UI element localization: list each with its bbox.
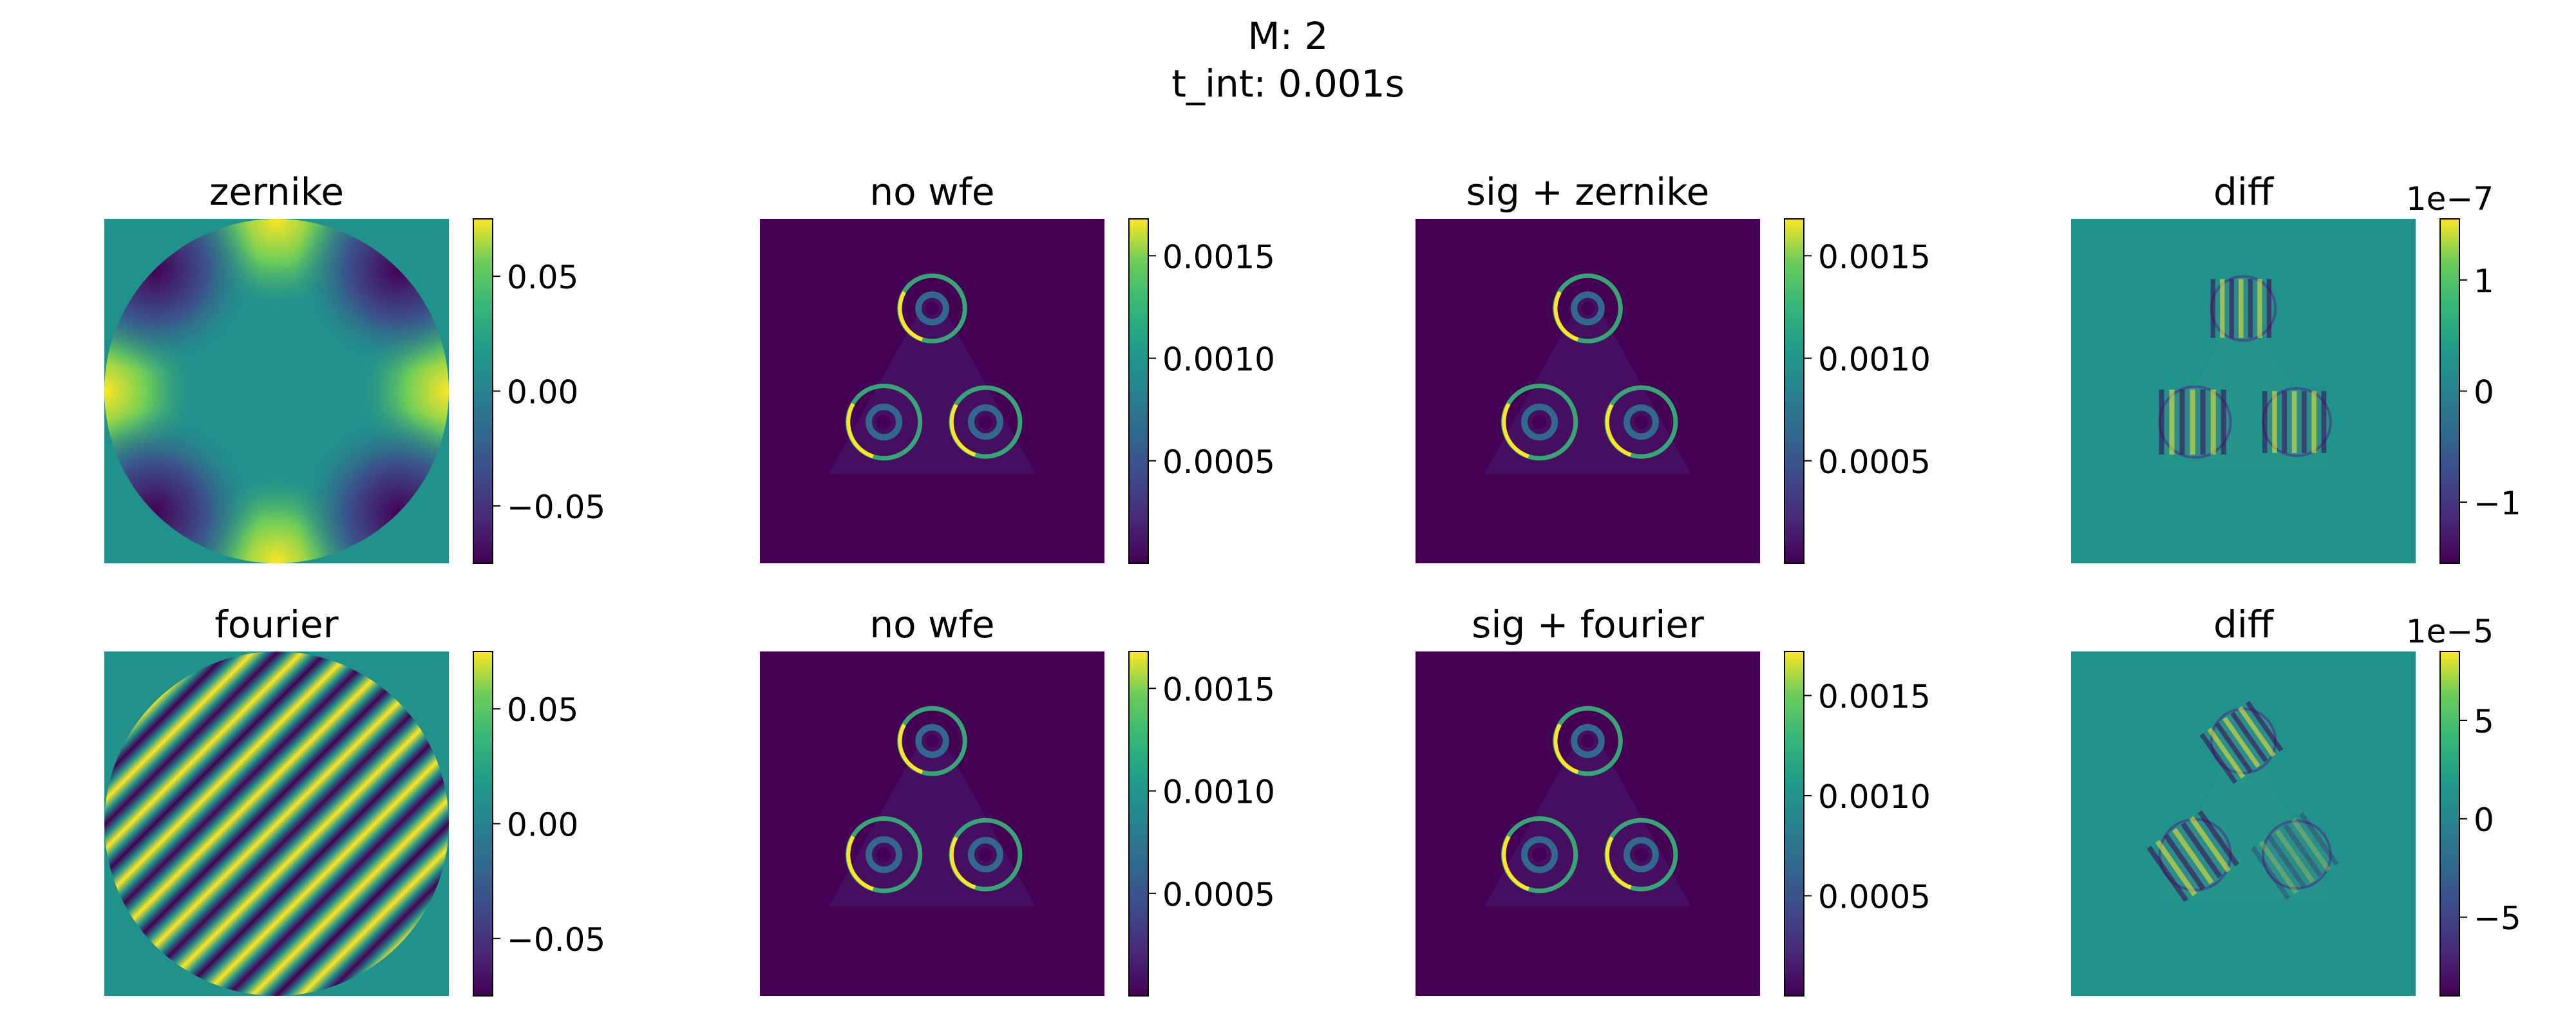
colorbar [473, 218, 493, 564]
colorbar-offset-text: 1e−7 [2406, 180, 2494, 218]
colorbar [473, 651, 493, 997]
panel-3: sig + zernike 0.0015 0.0010 0.0005 [1416, 170, 1931, 564]
colorbar-tick-label: 0.0015 [1818, 678, 1931, 715]
panel-7: sig + fourier 0.0015 0.0010 0.0005 [1416, 603, 1931, 997]
colorbar-tick-label: 0.0010 [1818, 341, 1931, 379]
panel-6: no wfe 0.0015 0.0010 0.0005 [760, 603, 1275, 997]
panel-title: zernike [209, 170, 344, 214]
panel-title: sig + zernike [1466, 170, 1710, 214]
colorbar-tick-label: 1 [2474, 263, 2494, 300]
panel-title: no wfe [869, 170, 994, 214]
colorbar-tick-label: −1 [2474, 485, 2521, 522]
colorbar-tick-label: 0.00 [507, 807, 578, 844]
colorbar [2439, 651, 2460, 997]
panel-title: diff [2213, 603, 2275, 646]
colorbar [1784, 218, 1804, 564]
colorbar-tick-label: 0.0005 [1162, 444, 1275, 481]
colorbar-tick-label: 0.00 [507, 374, 578, 411]
colorbar-tick-label: 0 [2474, 374, 2494, 411]
panel-title: sig + fourier [1472, 603, 1704, 646]
panel-5: fourier 0.05 0.00 −0.05 [104, 603, 605, 997]
colorbar-tick-label: 0.0010 [1162, 774, 1275, 811]
colorbar-tick-label: 0.0010 [1162, 341, 1275, 379]
colorbar-tick-label: 0.0015 [1162, 238, 1275, 276]
suptitle-line-1: M: 2 [1248, 14, 1329, 58]
colorbar [1784, 651, 1804, 997]
colorbar-tick-label: 0.0015 [1162, 671, 1275, 708]
colorbar-tick-label: 0.0005 [1818, 444, 1931, 481]
panel-title: diff [2213, 170, 2275, 214]
colorbar-offset-text: 1e−5 [2406, 613, 2494, 650]
panel-2: no wfe 0.0015 0.0010 0.0005 [760, 170, 1275, 564]
colorbar [1128, 651, 1149, 997]
colorbar [2439, 218, 2460, 564]
colorbar-tick-label: 0.0015 [1818, 238, 1931, 276]
colorbar-tick-label: 0.05 [507, 259, 578, 296]
panel-1: zernike 0.05 0.00 −0.05 [104, 170, 605, 564]
colorbar-tick-label: 0.0005 [1818, 878, 1931, 915]
panel-title: fourier [214, 603, 338, 646]
colorbar-tick-label: 0.0005 [1162, 876, 1275, 913]
colorbar [1128, 218, 1149, 564]
colorbar-tick-label: −0.05 [507, 921, 605, 959]
colorbar-tick-label: 0.05 [507, 691, 578, 729]
panel-8: diff 5 0 −5 1e−5 [2071, 603, 2521, 997]
panel-title: no wfe [869, 603, 994, 646]
colorbar-tick-label: 5 [2474, 703, 2494, 740]
colorbar-tick-label: −5 [2474, 900, 2521, 937]
colorbar-tick-label: −0.05 [507, 489, 605, 526]
colorbar-tick-label: 0.0010 [1818, 778, 1931, 816]
panel-4: diff 1 0 −1 1e−7 [2071, 170, 2521, 564]
colorbar-tick-label: 0 [2474, 801, 2494, 839]
suptitle-line-2: t_int: 0.001s [1171, 62, 1405, 106]
